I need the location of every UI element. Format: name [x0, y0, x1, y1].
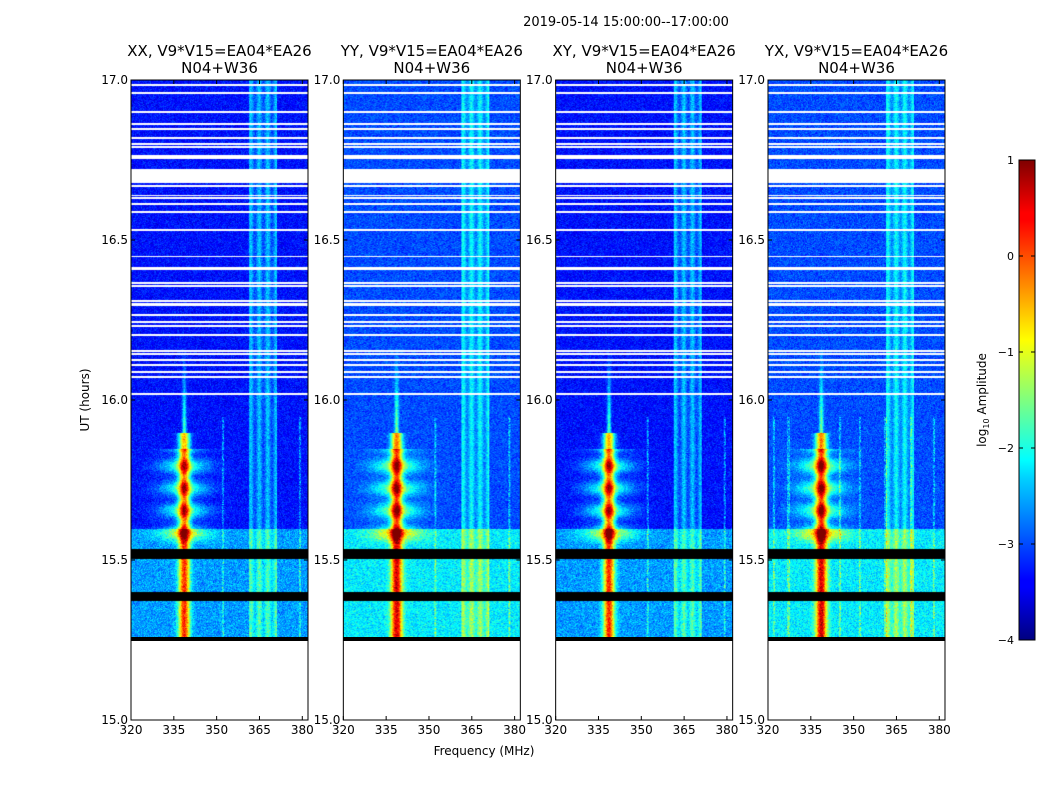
x-axis-label: Frequency (MHz): [434, 744, 535, 758]
x-tick-label: 365: [885, 723, 908, 737]
y-tick-label: 17.0: [101, 73, 128, 87]
x-tick-label: 350: [205, 723, 228, 737]
y-tick-label: 16.5: [526, 233, 553, 247]
x-tick-label: 335: [799, 723, 822, 737]
panel-subtitle-xy: N04+W36: [606, 59, 683, 77]
spectrogram-image: [131, 80, 308, 637]
x-tick-label: 365: [460, 723, 483, 737]
panel-title-xy: XY, V9*V15=EA04*EA26: [552, 42, 735, 60]
y-tick-label: 16.5: [314, 233, 341, 247]
y-tick-label: 16.5: [738, 233, 765, 247]
data-start-bar: [555, 637, 733, 641]
x-tick-label: 335: [162, 723, 185, 737]
data-start-bar: [131, 637, 308, 641]
panel-subtitle-yx: N04+W36: [818, 59, 895, 77]
x-tick-label: 365: [673, 723, 696, 737]
colorbar: 1 0 −1 −2 −3 −4 log10 Amplitude: [975, 154, 1036, 647]
colorbar-tick-label: 0: [1007, 250, 1014, 263]
x-tick-label: 335: [375, 723, 398, 737]
data-start-bar: [767, 637, 945, 641]
x-tick-label: 320: [120, 723, 143, 737]
x-tick-label: 350: [842, 723, 865, 737]
y-tick-label: 15.0: [738, 713, 765, 727]
y-tick-label: 17.0: [314, 73, 341, 87]
colorbar-tick-label: −1: [998, 346, 1014, 359]
panel-subtitle-yy: N04+W36: [393, 59, 470, 77]
y-tick-label: 16.0: [738, 393, 765, 407]
colorbar-tick-label: 1: [1007, 154, 1014, 167]
panel-subtitle-xx: N04+W36: [181, 59, 258, 77]
y-tick-label: 17.0: [526, 73, 553, 87]
y-tick-label: 16.0: [314, 393, 341, 407]
panel-title-yy: YY, V9*V15=EA04*EA26: [340, 42, 523, 60]
y-axis-label: UT (hours): [78, 368, 92, 431]
x-tick-label: 365: [248, 723, 271, 737]
figure-suptitle: 2019-05-14 15:00:00--17:00:00: [523, 15, 729, 30]
x-tick-label: 380: [928, 723, 951, 737]
spectrogram-image: [555, 80, 733, 637]
x-tick-label: 350: [418, 723, 441, 737]
x-tick-label: 320: [544, 723, 567, 737]
x-tick-label: 380: [715, 723, 738, 737]
x-tick-label: 380: [291, 723, 314, 737]
y-tick-label: 16.0: [526, 393, 553, 407]
x-tick-label: 320: [332, 723, 355, 737]
colorbar-gradient: [1018, 159, 1036, 641]
panel-title-yx: YX, V9*V15=EA04*EA26: [764, 42, 948, 60]
spectrogram-image: [343, 80, 521, 637]
colorbar-ticks: 1 0 −1 −2 −3 −4: [998, 154, 1035, 647]
y-tick-label: 15.5: [101, 553, 128, 567]
x-tick-label: 320: [757, 723, 780, 737]
y-tick-label: 16.5: [101, 233, 128, 247]
colorbar-tick-label: −2: [998, 442, 1014, 455]
y-tick-label: 16.0: [101, 393, 128, 407]
x-tick-label: 335: [587, 723, 610, 737]
y-tick-label: 15.0: [526, 713, 553, 727]
y-tick-label: 15.0: [314, 713, 341, 727]
y-tick-label: 17.0: [738, 73, 765, 87]
y-tick-label: 15.5: [314, 553, 341, 567]
colorbar-tick-label: −3: [998, 538, 1014, 551]
x-tick-label: 380: [503, 723, 526, 737]
y-tick-label: 15.0: [101, 713, 128, 727]
colorbar-tick-label: −4: [998, 634, 1014, 647]
data-start-bar: [343, 637, 521, 641]
y-tick-label: 15.5: [526, 553, 553, 567]
colorbar-label: log10 Amplitude: [975, 353, 991, 447]
x-tick-label: 350: [630, 723, 653, 737]
panel-title-xx: XX, V9*V15=EA04*EA26: [127, 42, 311, 60]
spectrogram-image: [767, 80, 945, 637]
y-tick-label: 15.5: [738, 553, 765, 567]
